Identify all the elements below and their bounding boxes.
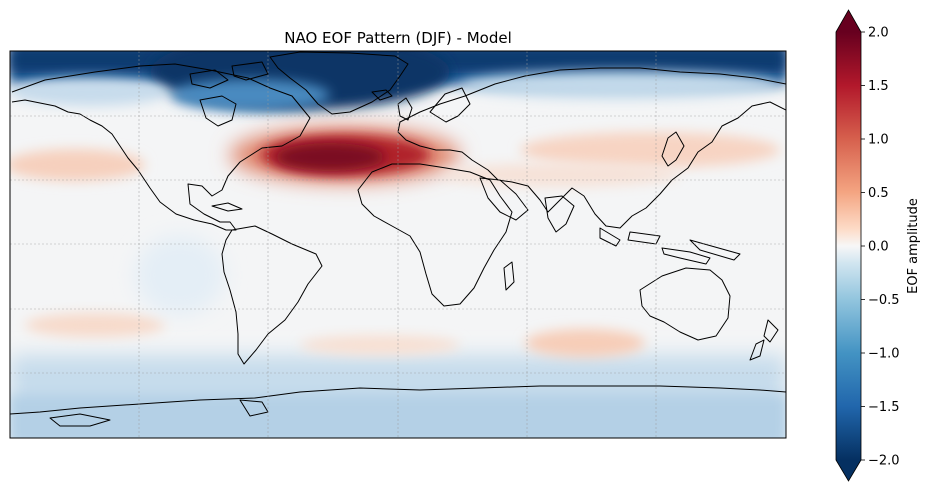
south-indian-positive-region [525,329,645,357]
colorbar-tick-label: 1.5 [868,79,889,94]
colorbar-tick-label: 0.5 [868,186,889,201]
coast-antarctica [10,385,786,415]
colorbar-tick-label: −1.0 [868,347,900,362]
pacific-positive-region [10,149,145,181]
map-frame [9,50,787,439]
map-panel [10,51,786,438]
coast-eurasia [397,67,786,229]
colorbar: 2.0 1.5 1.0 0.5 0.0 −0.5 −1.0 −1.5 −2.0 EOF ampl… [835,9,921,482]
gridlines [10,51,786,438]
colorbar-gradient [836,32,861,460]
south-pacific-positive-region [25,313,165,337]
coastlines [10,51,786,427]
colorbar-tick-label: −1.5 [868,400,900,415]
colorbar-tick-label: −0.5 [868,293,900,308]
coast-south-america [221,225,323,365]
coast-australia [639,267,731,341]
colorbar-tick-label: 1.0 [868,133,889,148]
coast-africa [357,163,513,307]
colorbar-extend-top [836,10,861,32]
colorbar-tick-label: −2.0 [868,454,900,469]
colorbar-tick-label: 0.0 [868,240,889,255]
colorbar-tick-label: 2.0 [868,26,889,41]
colorbar-extend-bottom [836,460,861,481]
coast-north-america [11,63,311,231]
chart-title: NAO EOF Pattern (DJF) - Model [284,29,512,47]
colorbar-ticks: 2.0 1.5 1.0 0.5 0.0 −0.5 −1.0 −1.5 −2.0 [861,26,900,469]
colorbar-label: EOF amplitude [906,198,921,294]
coast-greenland [269,51,409,115]
